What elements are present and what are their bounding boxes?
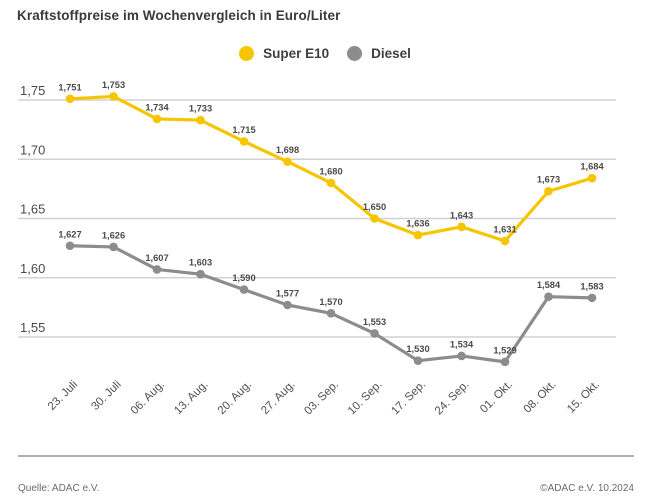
data-point-label-super-e10: 1,734 (145, 102, 169, 112)
data-point-diesel (457, 351, 466, 361)
data-point-label-super-e10: 1,680 (319, 166, 342, 176)
data-point-super-e10 (326, 178, 336, 188)
x-tick-label: 03. Sep. (302, 379, 341, 418)
x-tick-label: 27. Aug. (259, 379, 297, 417)
y-tick-label: 1,55 (20, 320, 45, 335)
data-point-super-e10 (196, 115, 205, 125)
data-point-super-e10 (500, 236, 510, 246)
data-point-diesel (109, 242, 118, 252)
data-point-label-diesel: 1,626 (102, 230, 125, 240)
x-tick-label: 08. Okt. (522, 379, 559, 416)
data-point-diesel (370, 329, 379, 338)
y-tick-label: 1,75 (20, 83, 45, 98)
data-point-label-diesel: 1,534 (450, 339, 474, 349)
x-tick-label: 23. Juli (46, 379, 80, 413)
data-point-label-super-e10: 1,753 (102, 80, 125, 90)
data-point-super-e10 (413, 230, 423, 240)
data-point-diesel (152, 265, 162, 274)
data-point-super-e10 (152, 114, 162, 124)
data-point-label-super-e10: 1,684 (580, 162, 604, 172)
source-note: Quelle: ADAC e.V. (18, 483, 100, 494)
data-point-label-super-e10: 1,650 (363, 202, 386, 212)
data-point-label-super-e10: 1,636 (406, 219, 429, 229)
x-tick-label: 15. Okt. (565, 379, 602, 416)
footer-divider (18, 455, 634, 457)
x-tick-label: 17. Sep. (389, 379, 428, 418)
data-point-diesel (196, 269, 205, 279)
legend-label-diesel: Diesel (371, 46, 411, 61)
data-point-diesel (239, 285, 249, 294)
data-point-super-e10 (544, 186, 553, 196)
x-tick-label: 24. Sep. (433, 379, 472, 418)
data-point-diesel (65, 241, 75, 251)
footer: Quelle: ADAC e.V. ©ADAC e.V. 10.2024 (18, 483, 634, 494)
legend-label-super-e10: Super E10 (263, 46, 330, 61)
chart-title: Kraftstoffpreise im Wochenvergleich in E… (17, 8, 341, 23)
chart-legend: Super E10 Diesel (0, 46, 650, 61)
data-point-label-super-e10: 1,631 (493, 225, 516, 235)
data-point-label-diesel: 1,570 (319, 297, 342, 307)
data-point-label-super-e10: 1,673 (537, 175, 560, 185)
data-point-label-diesel: 1,584 (537, 280, 561, 290)
y-tick-label: 1,60 (20, 261, 45, 276)
data-point-super-e10 (65, 94, 75, 104)
data-point-diesel (544, 292, 553, 302)
data-point-super-e10 (283, 157, 292, 166)
data-point-diesel (283, 300, 292, 310)
data-point-label-diesel: 1,590 (232, 273, 255, 283)
data-point-label-super-e10: 1,643 (450, 210, 473, 220)
data-point-label-diesel: 1,627 (58, 229, 81, 239)
data-point-label-diesel: 1,530 (406, 344, 429, 354)
x-tick-label: 20. Aug. (216, 379, 254, 417)
y-tick-label: 1,70 (20, 142, 45, 157)
data-point-label-diesel: 1,607 (145, 253, 168, 263)
x-tick-label: 13. Aug. (172, 379, 210, 417)
y-tick-label: 1,65 (20, 202, 45, 217)
data-point-label-diesel: 1,529 (493, 345, 516, 355)
x-tick-label: 06. Aug. (129, 379, 167, 417)
legend-item-diesel: Diesel (347, 46, 411, 61)
data-point-label-super-e10: 1,733 (189, 104, 212, 114)
data-point-label-diesel: 1,583 (580, 281, 603, 291)
data-point-label-diesel: 1,553 (363, 317, 386, 327)
x-tick-label: 01. Okt. (478, 379, 515, 416)
fuel-price-line-chart: 1,75 1,70 1,65 1,60 1,55 23. Juli 30. Juli 06. … (18, 80, 616, 418)
legend-dot-super-e10 (239, 46, 255, 61)
x-tick-label: 10. Sep. (346, 379, 385, 418)
data-point-diesel (413, 356, 423, 366)
data-point-label-diesel: 1,603 (189, 258, 212, 268)
data-point-diesel (587, 293, 597, 303)
data-point-super-e10 (239, 137, 249, 146)
data-point-diesel (326, 309, 336, 318)
data-point-diesel (500, 357, 510, 367)
data-point-super-e10 (370, 214, 379, 223)
data-point-super-e10 (457, 222, 466, 232)
data-point-super-e10 (587, 173, 597, 183)
data-point-super-e10 (109, 92, 118, 101)
data-point-label-diesel: 1,577 (276, 289, 299, 299)
data-point-label-super-e10: 1,751 (58, 82, 81, 92)
x-tick-label: 30. Juli (89, 379, 123, 413)
data-point-label-super-e10: 1,698 (276, 145, 299, 155)
copyright-note: ©ADAC e.V. 10.2024 (540, 483, 634, 494)
legend-dot-diesel (347, 46, 363, 61)
data-point-label-super-e10: 1,715 (232, 125, 255, 135)
legend-item-super-e10: Super E10 (239, 46, 329, 61)
